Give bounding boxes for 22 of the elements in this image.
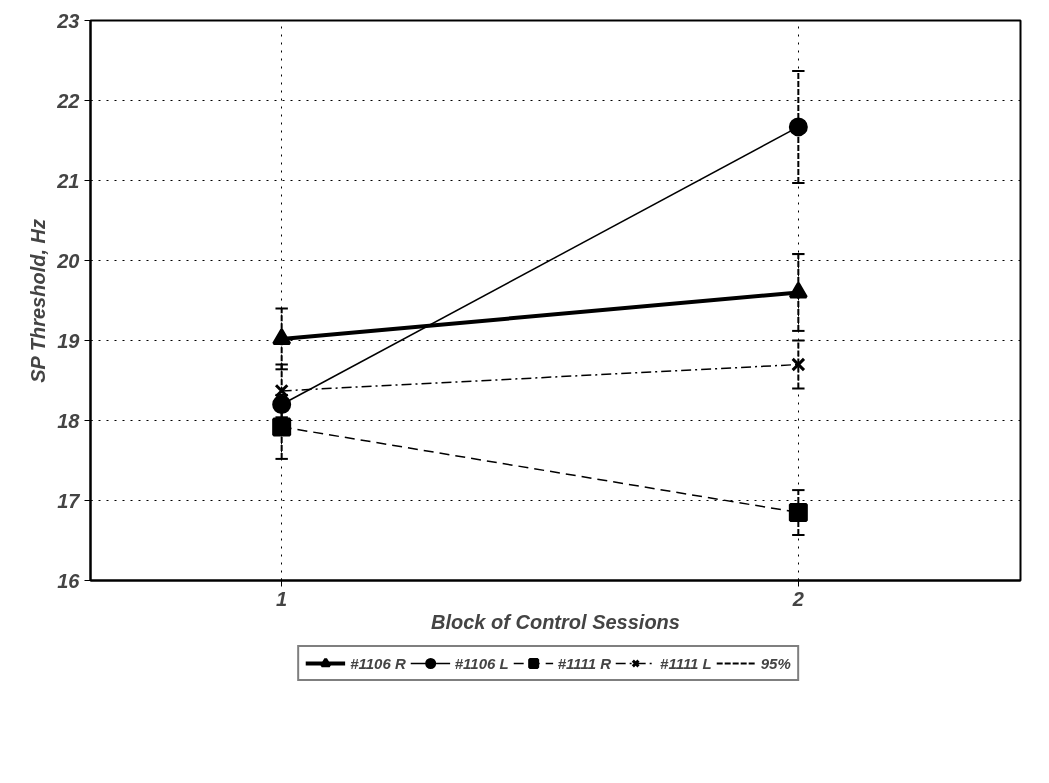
legend-label: #1106 L xyxy=(454,654,509,672)
y-tick-label: 20 xyxy=(56,249,80,272)
y-tick-label: 18 xyxy=(57,409,81,432)
point xyxy=(272,417,292,437)
y-tick-label: 23 xyxy=(56,9,80,32)
y-axis-title: SP Threshold, Hz xyxy=(27,219,50,383)
x-tick-label: 1 xyxy=(276,587,288,610)
point xyxy=(788,503,808,522)
point xyxy=(791,357,806,372)
y-tick-label: 22 xyxy=(56,89,80,112)
y-tick-label: 16 xyxy=(57,569,81,592)
y-tick-label: 19 xyxy=(57,329,81,352)
y-tick-label: 17 xyxy=(57,489,81,512)
legend-label: #1106 R xyxy=(350,654,406,672)
point xyxy=(788,117,808,137)
x-axis-title: Block of Control Sessions xyxy=(431,610,680,633)
legend-label: #1111 R xyxy=(557,654,612,672)
x-tick-label: 2 xyxy=(791,587,804,610)
text: 95% xyxy=(760,654,791,672)
point xyxy=(274,383,289,399)
y-tick-label: 21 xyxy=(56,169,80,192)
legend-label: #1111 L xyxy=(660,654,712,672)
